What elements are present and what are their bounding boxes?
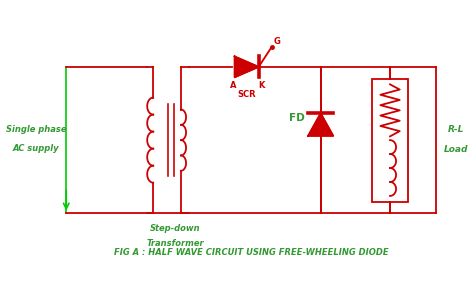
- Text: K: K: [258, 81, 264, 90]
- Polygon shape: [308, 113, 333, 136]
- Text: FD: FD: [289, 113, 304, 123]
- Text: A: A: [230, 81, 237, 90]
- Text: Load: Load: [444, 145, 468, 154]
- Text: Transformer: Transformer: [146, 239, 204, 248]
- Text: AC supply: AC supply: [13, 144, 60, 152]
- Text: R-L: R-L: [447, 125, 464, 134]
- Text: FIG A : HALF WAVE CIRCUIT USING FREE-WHEELING DIODE: FIG A : HALF WAVE CIRCUIT USING FREE-WHE…: [114, 248, 389, 257]
- Text: Single phase: Single phase: [6, 125, 66, 134]
- Polygon shape: [235, 56, 259, 77]
- Text: Step-down: Step-down: [150, 224, 200, 233]
- Bar: [373, 79, 408, 201]
- Text: G: G: [274, 37, 281, 46]
- Text: SCR: SCR: [237, 90, 256, 99]
